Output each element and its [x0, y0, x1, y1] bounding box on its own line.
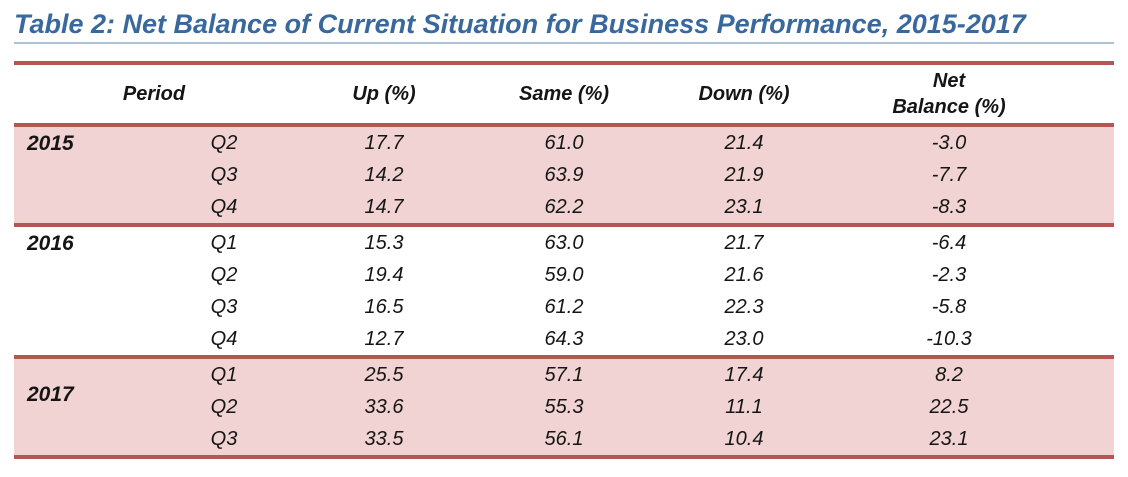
same-cell: 64.3 — [544, 327, 584, 350]
same-cell: 55.3 — [474, 391, 654, 423]
table-row: Q3 33.5 56.1 10.4 23.1 — [14, 423, 1114, 457]
down-cell: 23.1 — [654, 191, 834, 225]
col-header-down: Down (%) — [654, 61, 834, 127]
net-balance-cell: -8.3 — [834, 191, 1114, 225]
net-balance-cell: -7.7 — [834, 159, 1114, 191]
quarter-cell: Q3 — [154, 423, 294, 457]
quarter-cell: Q2 — [154, 123, 294, 159]
net-balance-cell: -6.4 — [834, 223, 1114, 259]
same-cell: 61.0 — [474, 123, 654, 159]
year-label: 2016 — [14, 223, 154, 357]
net-balance-cell: 8.2 — [834, 355, 1114, 391]
table-row: 2015 Q2 17.7 61.0 21.4 -3.0 — [14, 123, 1114, 225]
up-cell: 14.7 — [294, 191, 474, 225]
net-balance-cell: -5.8 — [931, 295, 967, 318]
title-underline — [14, 42, 1114, 44]
up-cell: 17.7 — [294, 123, 474, 159]
col-header-same: Same (%) — [474, 61, 654, 127]
net-balance-cell: -10.3 — [926, 327, 972, 350]
quarter-cell: Q2 — [210, 263, 238, 286]
up-cell: 33.6 — [294, 391, 474, 423]
down-cell: 21.7 — [654, 223, 834, 259]
same-cell: 62.2 — [474, 191, 654, 225]
quarter-cell: Q3 — [154, 159, 294, 191]
net-balance-cell: -2.3 — [931, 263, 967, 286]
table-row: Q2 33.6 55.3 11.1 22.5 — [14, 391, 1114, 423]
table-row: 2017 Q1 25.5 57.1 17.4 8.2 — [14, 355, 1114, 457]
same-cell: 63.0 — [474, 223, 654, 259]
up-cell: 19.4 — [364, 263, 404, 286]
same-cell: 56.1 — [474, 423, 654, 457]
same-cell: 59.0 — [544, 263, 584, 286]
net-header-line1: Net — [932, 70, 966, 92]
down-cell: 22.3 — [724, 295, 764, 318]
up-cell: 15.3 — [294, 223, 474, 259]
col-header-up: Up (%) — [294, 61, 474, 127]
down-cell: 11.1 — [654, 391, 834, 423]
quarter-cell: Q4 — [154, 191, 294, 225]
table-row: Q2 19.4 59.0 21.6 -2.3 — [14, 259, 1114, 291]
table-row: Q4 12.7 64.3 23.0 -10.3 — [14, 323, 1114, 357]
up-cell: 25.5 — [294, 355, 474, 391]
net-header-line2: Balance (%) — [892, 96, 1006, 118]
up-cell: 16.5 — [364, 295, 404, 318]
quarter-cell: Q1 — [154, 355, 294, 391]
header-row: Period Up (%) Same (%) Down (%) Net Balan… — [14, 61, 1114, 127]
down-cell: 10.4 — [654, 423, 834, 457]
down-cell: 17.4 — [654, 355, 834, 391]
col-header-period: Period — [14, 61, 294, 127]
up-cell: 12.7 — [364, 327, 404, 350]
table-row: 2016 Q1 15.3 63.0 21.7 -6.4 — [14, 223, 1114, 357]
net-balance-table: Period Up (%) Same (%) Down (%) Net Balan… — [14, 61, 1114, 459]
net-balance-cell: 22.5 — [834, 391, 1114, 423]
down-cell: 21.6 — [724, 263, 764, 286]
year-label: 2015 — [14, 123, 154, 225]
same-cell: 57.1 — [474, 355, 654, 391]
same-cell: 61.2 — [544, 295, 584, 318]
down-cell: 23.0 — [724, 327, 764, 350]
same-cell: 63.9 — [474, 159, 654, 191]
table-row: Q4 14.7 62.2 23.1 -8.3 — [14, 191, 1114, 225]
down-cell: 21.9 — [654, 159, 834, 191]
table-title: Table 2: Net Balance of Current Situatio… — [14, 9, 1026, 39]
col-header-net-balance: Net Balance (%) — [834, 61, 1114, 127]
table-row: Q3 14.2 63.9 21.9 -7.7 — [14, 159, 1114, 191]
up-cell: 33.5 — [294, 423, 474, 457]
down-cell: 21.4 — [654, 123, 834, 159]
up-cell: 14.2 — [294, 159, 474, 191]
table-row: Q3 16.5 61.2 22.3 -5.8 — [14, 291, 1114, 323]
quarter-cell: Q2 — [154, 391, 294, 423]
net-balance-cell: 23.1 — [834, 423, 1114, 457]
year-label: 2017 — [14, 355, 154, 457]
quarter-cell: Q1 — [154, 223, 294, 259]
quarter-cell: Q4 — [210, 327, 238, 350]
quarter-cell: Q3 — [210, 295, 238, 318]
net-balance-cell: -3.0 — [834, 123, 1114, 159]
